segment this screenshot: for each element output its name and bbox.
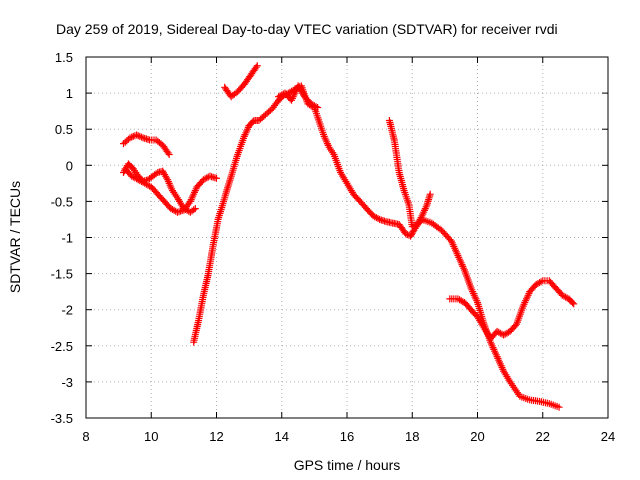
data-point (496, 329, 504, 337)
data-point (129, 132, 137, 140)
x-tick-label: 18 (405, 429, 419, 444)
data-marks (120, 62, 578, 411)
x-tick-label: 20 (470, 429, 484, 444)
data-point (213, 174, 220, 182)
x-tick-label: 24 (601, 429, 615, 444)
y-tick-label: 1 (66, 86, 73, 101)
y-tick-label: 1.5 (55, 50, 73, 65)
data-point (252, 63, 260, 71)
data-point (457, 297, 465, 305)
x-tick-label: 14 (275, 429, 289, 444)
data-point (126, 134, 134, 142)
data-point (190, 206, 198, 214)
data-point (165, 151, 173, 158)
data-point (374, 215, 382, 222)
data-point (426, 190, 434, 198)
data-point (312, 103, 320, 111)
y-tick-label: 0 (66, 158, 73, 173)
data-point (128, 133, 136, 141)
grid (86, 57, 608, 418)
data-point (170, 206, 178, 214)
data-point (164, 149, 172, 157)
data-point (503, 329, 511, 337)
data-point (253, 62, 261, 70)
data-point (133, 131, 141, 139)
x-tick-label: 10 (144, 429, 158, 444)
plot-frame (85, 56, 609, 419)
y-tick-label: 0.5 (55, 122, 73, 137)
data-point (203, 174, 211, 182)
x-tick-label: 16 (340, 429, 354, 444)
y-tick-label: -1.5 (51, 267, 73, 282)
x-axis-label: GPS time / hours (294, 457, 401, 473)
x-tick-label: 8 (82, 429, 89, 444)
y-tick-labels: 1.5 1 0.5 0 -0.5 -1 -1.5 -2 -2.5 -3 -3.5 (51, 50, 73, 426)
data-point (569, 299, 576, 307)
data-point (402, 230, 410, 238)
y-tick-label: -2 (61, 303, 73, 318)
y-axis-label: SDTVAR / TECUs (7, 181, 23, 293)
y-tick-label: -2.5 (51, 339, 73, 354)
data-point (134, 132, 142, 140)
data-point (266, 106, 274, 114)
data-point (536, 279, 543, 287)
data-point (314, 104, 322, 111)
data-point (138, 133, 145, 141)
data-point (408, 223, 416, 231)
y-tick-label: -0.5 (51, 194, 73, 209)
y-tick-label: -1 (61, 231, 73, 246)
x-tick-labels: 8 10 12 14 16 18 20 22 24 (82, 429, 615, 444)
chart-title: Day 259 of 2019, Sidereal Day-to-day VTE… (56, 21, 558, 37)
data-point (410, 222, 418, 230)
data-point (555, 403, 563, 411)
data-point (191, 205, 199, 213)
data-point (537, 278, 545, 286)
data-point (310, 102, 318, 110)
data-point (136, 132, 144, 140)
data-point (152, 170, 160, 178)
y-tick-label: -3.5 (51, 411, 73, 426)
y-tick-label: -3 (61, 375, 73, 390)
x-tick-label: 22 (536, 429, 550, 444)
data-point (570, 300, 578, 308)
x-tick-label: 12 (209, 429, 223, 444)
